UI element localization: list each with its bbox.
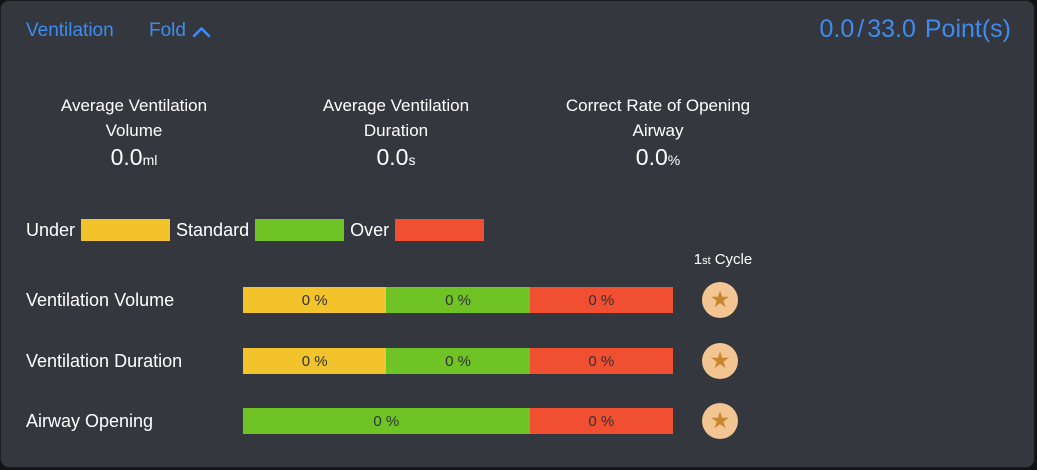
legend-label: Over xyxy=(350,219,390,240)
bar-segment-over: 0 % xyxy=(529,348,673,374)
chevron-up-icon xyxy=(192,24,211,38)
score-separator: / xyxy=(857,15,865,43)
cycle-word: Cycle xyxy=(714,251,753,268)
stat-unit: ml xyxy=(142,152,158,168)
score-display: 0.0 / 33.0 Point(s) xyxy=(819,15,1011,44)
cycle-star-badge: ★ xyxy=(702,282,738,318)
stat-value: 0.0 xyxy=(376,144,409,170)
legend-item-over: Over xyxy=(350,219,490,241)
section-title: Ventilation xyxy=(26,20,114,41)
bar-segment-under: 0 % xyxy=(243,348,387,374)
legend-label: Standard xyxy=(176,219,250,240)
fold-button[interactable]: Fold xyxy=(149,20,211,42)
bar-segment-standard: 0 % xyxy=(386,348,530,374)
stat-value: 0.0 xyxy=(635,144,668,170)
legend-swatch-over xyxy=(395,219,485,241)
cycle-number: 1 xyxy=(693,251,703,268)
score-bar-ventilation-duration: 0 % 0 % 0 % xyxy=(243,348,673,374)
stat-label-line2: Airway xyxy=(632,121,684,140)
legend-swatch-under xyxy=(81,219,171,241)
star-icon: ★ xyxy=(709,406,731,433)
stat-value: 0.0 xyxy=(110,144,143,170)
legend-swatch-standard xyxy=(255,219,345,241)
stat-ventilation-volume: Average Ventilation Volume 0.0ml xyxy=(3,93,265,174)
stats-row: Average Ventilation Volume 0.0ml Average… xyxy=(3,93,789,174)
cycle-star-badge: ★ xyxy=(702,343,738,379)
score-bar-airway-opening: 0 % 0 % xyxy=(243,408,673,434)
stat-unit: s xyxy=(408,152,416,168)
cycle-ordinal-suffix: st xyxy=(702,255,711,267)
bar-segment-over: 0 % xyxy=(529,408,673,434)
score-total: 33.0 xyxy=(867,15,916,43)
legend-item-standard: Standard xyxy=(176,219,350,241)
fold-label: Fold xyxy=(149,20,186,41)
score-bar-ventilation-volume: 0 % 0 % 0 % xyxy=(243,287,673,313)
cycle-column-header: 1st Cycle xyxy=(663,251,783,268)
bar-segment-under: 0 % xyxy=(243,287,387,313)
legend-label: Under xyxy=(26,219,76,240)
bar-segment-standard: 0 % xyxy=(243,408,530,434)
stat-label-line2: Volume xyxy=(105,121,163,140)
legend-item-under: Under xyxy=(26,219,176,241)
row-label-ventilation-volume: Ventilation Volume xyxy=(26,290,175,310)
star-icon: ★ xyxy=(709,346,731,373)
legend: Under Standard Over xyxy=(26,219,490,241)
bar-segment-standard: 0 % xyxy=(386,287,530,313)
stat-label-line2: Duration xyxy=(363,121,429,140)
row-label-airway-opening: Airway Opening xyxy=(26,411,154,431)
cycle-star-badge: ★ xyxy=(702,403,738,439)
bar-segment-over: 0 % xyxy=(529,287,673,313)
star-icon: ★ xyxy=(709,285,731,312)
stat-label-line1: Correct Rate of Opening xyxy=(565,96,751,115)
stat-unit: % xyxy=(667,152,681,168)
stat-label-line1: Average Ventilation xyxy=(60,96,208,115)
score-earned: 0.0 xyxy=(819,15,855,43)
score-unit: Point(s) xyxy=(924,15,1011,43)
stat-label-line1: Average Ventilation xyxy=(322,96,470,115)
stat-ventilation-duration: Average Ventilation Duration 0.0s xyxy=(265,93,527,174)
stat-airway-correct-rate: Correct Rate of Opening Airway 0.0% xyxy=(527,93,789,174)
row-label-ventilation-duration: Ventilation Duration xyxy=(26,351,183,371)
